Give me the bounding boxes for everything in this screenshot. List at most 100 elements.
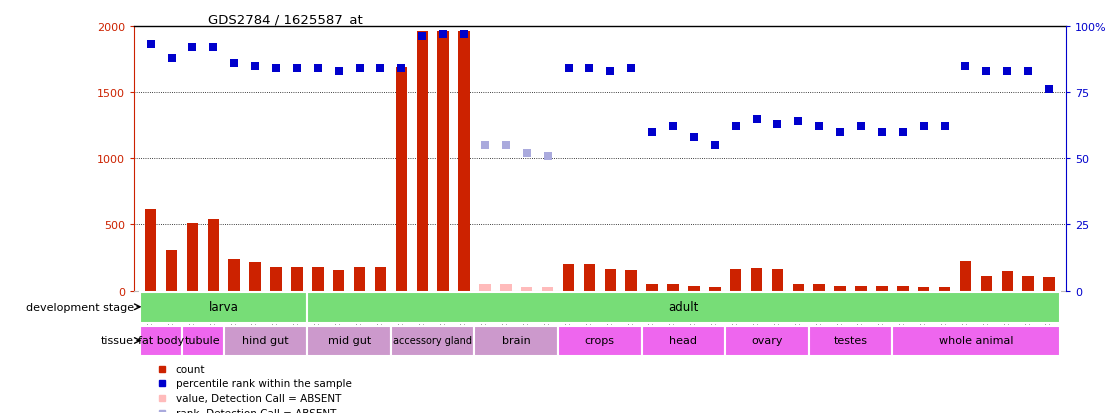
Point [413,34,431,41]
Text: brain: brain [502,336,530,346]
Point [748,116,766,123]
Point [434,31,452,38]
Point [853,124,870,131]
Point [455,31,473,38]
Text: count: count [176,364,205,374]
Point [602,69,619,75]
Bar [876,286,887,291]
Text: tubule: tubule [185,336,221,346]
Point [559,66,577,72]
Bar [893,326,1059,356]
Point [580,66,598,72]
Bar [730,269,741,291]
Bar [646,284,657,291]
Bar [605,269,616,291]
Bar [542,287,554,291]
Bar [270,268,281,291]
Bar [312,268,324,291]
Text: ovary: ovary [751,336,782,346]
Bar [1022,276,1033,291]
Point [789,119,807,125]
Bar [1043,278,1055,291]
Text: crops: crops [585,336,615,346]
Text: testes: testes [834,336,867,346]
Bar [354,268,365,291]
Bar [307,326,391,356]
Bar [558,326,642,356]
Bar [835,286,846,291]
Point [623,66,641,72]
Bar [166,250,177,291]
Bar [981,276,992,291]
Point [142,42,160,49]
Text: adult: adult [668,301,699,313]
Text: value, Detection Call = ABSENT: value, Detection Call = ABSENT [176,393,341,403]
Point [685,135,703,141]
Bar [855,286,867,291]
Bar [291,268,302,291]
Point [247,63,264,70]
Text: head: head [670,336,698,346]
Text: larva: larva [209,301,239,313]
Text: tissue: tissue [102,336,134,346]
Bar [375,268,386,291]
Point [810,124,828,131]
Point [956,63,974,70]
Bar [459,32,470,291]
Point [477,142,494,149]
Bar [960,261,971,291]
Point [915,124,933,131]
Bar [625,271,637,291]
Point [183,45,201,51]
Bar [667,284,679,291]
Bar [897,286,908,291]
Bar [1001,271,1013,291]
Bar [939,287,951,291]
Text: hind gut: hind gut [242,336,289,346]
Text: GDS2784 / 1625587_at: GDS2784 / 1625587_at [209,13,363,26]
Text: percentile rank within the sample: percentile rank within the sample [176,378,352,389]
Bar [395,68,407,291]
Bar [751,268,762,291]
Point [372,66,389,72]
Text: rank, Detection Call = ABSENT: rank, Detection Call = ABSENT [176,408,336,413]
Bar [145,209,156,291]
Bar [416,32,429,291]
Bar [333,271,345,291]
Point [329,69,347,75]
Point [288,66,306,72]
Point [393,66,411,72]
Bar [814,284,825,291]
Point [831,129,849,136]
Bar [918,287,930,291]
Point [539,153,557,159]
Point [204,45,222,51]
Point [1019,69,1037,75]
Text: accessory gland: accessory gland [393,336,472,346]
Bar [562,264,575,291]
Point [350,66,368,72]
Bar [224,326,307,356]
Bar [642,326,725,356]
Bar [186,223,199,291]
Point [769,121,787,128]
Bar [771,269,783,291]
Text: whole animal: whole animal [939,336,1013,346]
Bar [182,326,224,356]
Bar [391,326,474,356]
Bar [229,259,240,291]
Point [894,129,912,136]
Point [225,61,243,67]
Point [999,69,1017,75]
Point [309,66,327,72]
Point [267,66,285,72]
Point [163,55,181,62]
Text: fat body: fat body [138,336,184,346]
Point [518,150,536,157]
Point [727,124,744,131]
Point [705,142,723,149]
Text: mid gut: mid gut [327,336,371,346]
Text: development stage: development stage [26,302,134,312]
Point [643,129,661,136]
Bar [474,326,558,356]
